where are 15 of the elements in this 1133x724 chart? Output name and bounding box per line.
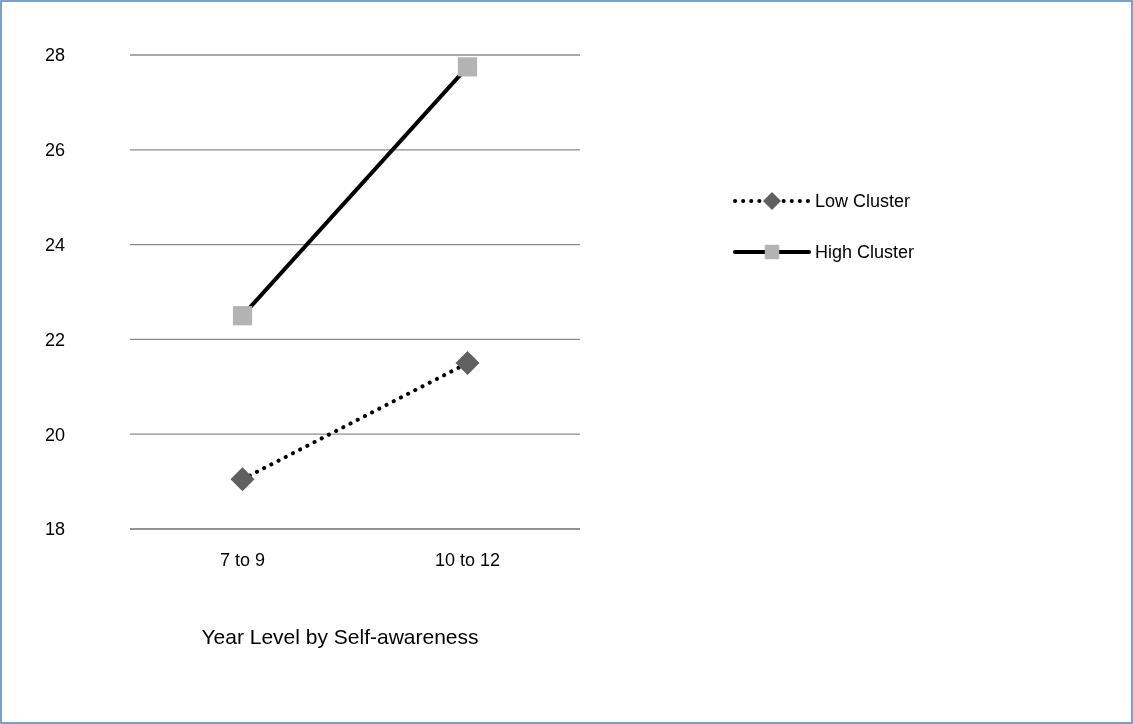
legend-label: Low Cluster (815, 191, 911, 212)
point (230, 467, 255, 492)
x-axis-title: Year Level by Self-awareness (201, 625, 479, 648)
y-tick-label: 20 (45, 424, 66, 445)
point (232, 306, 253, 326)
legend-label: High Cluster (815, 242, 915, 263)
x-tick-label: 7 to 9 (219, 550, 266, 570)
x-tick-label: 10 to 12 (434, 550, 501, 570)
point (457, 57, 478, 77)
point (455, 351, 480, 376)
y-tick-label: 26 (45, 140, 66, 161)
y-tick-label: 28 (45, 45, 66, 66)
y-tick-label: 22 (45, 329, 66, 350)
y-tick-label: 18 (45, 519, 66, 540)
y-tick-label: 24 (45, 234, 66, 255)
